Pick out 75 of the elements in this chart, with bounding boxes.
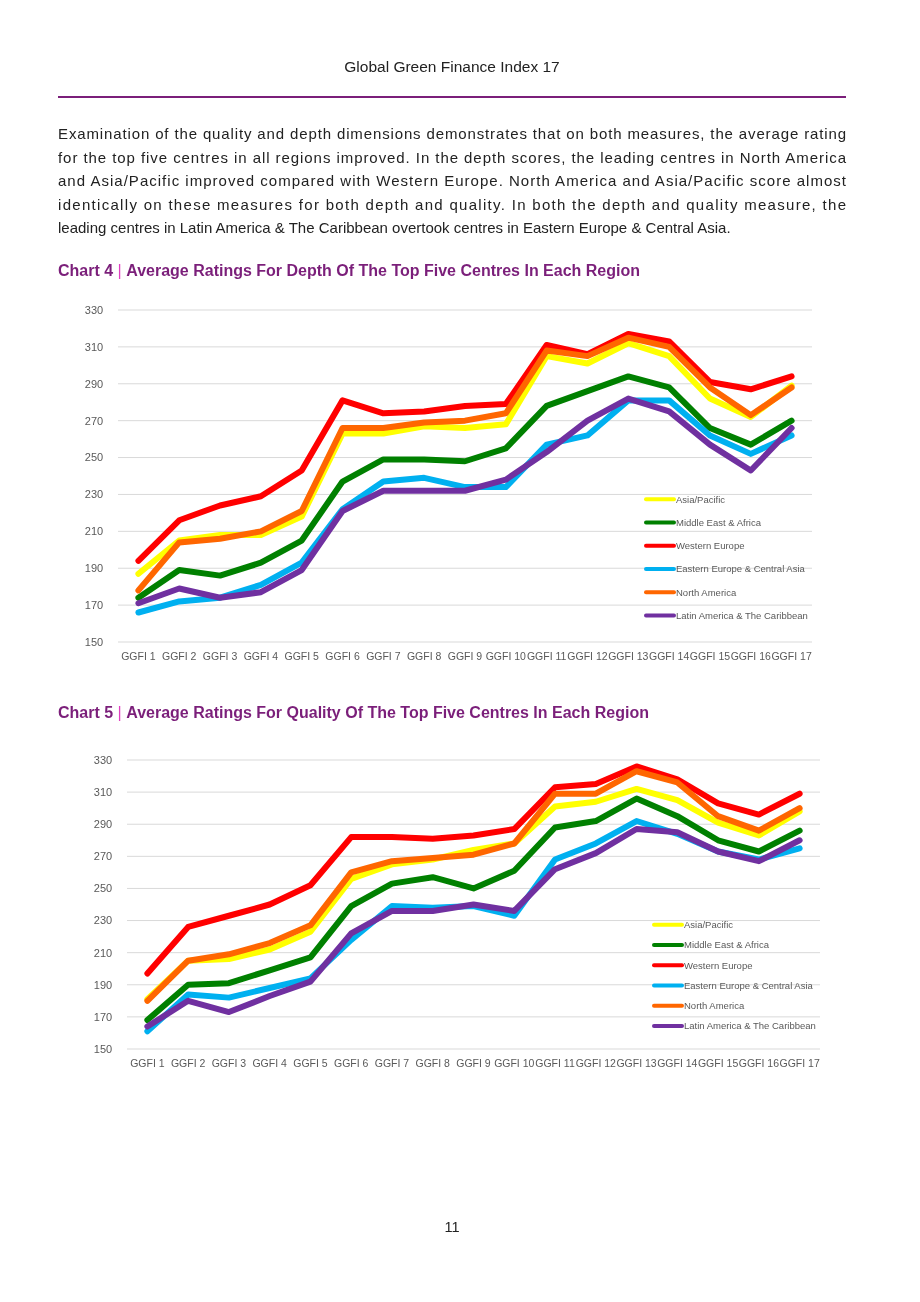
- legend-label: North America: [676, 586, 737, 598]
- x-tick-label: GGFI 11: [535, 1057, 575, 1069]
- text: for the top five centres in all regions improved. In the depth scores, the leading centres in North America: [58, 148, 847, 166]
- y-tick-label: 330: [84, 303, 104, 316]
- x-tick-label: GGFI 9: [447, 650, 483, 662]
- x-tick-label: GGFI 2: [170, 1057, 206, 1069]
- text: Examination of the quality and depth dimensions demonstrates that on both measures, the average rating: [58, 125, 846, 142]
- legend-label: North America: [684, 999, 745, 1011]
- x-tick-label: GGFI 14: [648, 650, 690, 662]
- x-tick-label: GGFI 15: [697, 1057, 739, 1069]
- x-tick-label: GGFI 8: [415, 1057, 451, 1069]
- text: Global Green Finance Index 17: [344, 58, 560, 75]
- y-tick-label: 230: [93, 914, 113, 927]
- legend-label: Asia/Pacific: [676, 493, 726, 505]
- x-tick-label: GGFI 12: [575, 1057, 617, 1069]
- y-tick-label: 210: [93, 946, 113, 959]
- y-tick-label: 290: [84, 377, 104, 390]
- legend-label: Middle East & Africa: [676, 516, 762, 528]
- y-tick-label: 210: [84, 525, 104, 538]
- x-tick-label: GGFI 7: [374, 1057, 410, 1069]
- chart-title: Chart 5 | Average Ratings For Quality Of The Top Five Centres In Each Region: [58, 704, 649, 721]
- x-tick-label: GGFI 10: [485, 650, 527, 662]
- x-tick-label: GGFI 16: [730, 650, 772, 662]
- x-tick-label: GGFI 2: [162, 650, 197, 662]
- y-tick-label: 310: [84, 340, 104, 353]
- y-tick-label: 290: [93, 818, 113, 831]
- x-tick-label: GGFI 6: [325, 650, 360, 662]
- y-tick-label: 270: [93, 850, 113, 863]
- legend-label: Western Europe: [684, 959, 753, 971]
- text: identically on these measures for both depth and quality. In both the depth and quality measure, the: [58, 195, 846, 213]
- x-tick-label: GGFI 12: [567, 650, 608, 662]
- x-tick-label: GGFI 5: [293, 1057, 328, 1069]
- x-tick-label: GGFI 17: [771, 650, 812, 662]
- x-tick-label: GGFI 4: [252, 1057, 288, 1069]
- x-tick-label: GGFI 3: [202, 650, 238, 662]
- x-tick-label: GGFI 6: [333, 1057, 369, 1069]
- legend-label: Western Europe: [676, 540, 745, 552]
- legend-label: Middle East & Africa: [684, 939, 770, 951]
- y-tick-label: 330: [93, 753, 113, 766]
- y-tick-label: 170: [84, 598, 104, 611]
- y-tick-label: 150: [84, 635, 104, 648]
- y-tick-label: 150: [93, 1042, 113, 1055]
- y-tick-label: 230: [84, 488, 104, 501]
- x-tick-label: GGFI 7: [366, 650, 401, 662]
- x-tick-label: GGFI 1: [121, 650, 156, 662]
- x-tick-label: GGFI 17: [779, 1057, 820, 1069]
- legend-label: Latin America & The Caribbean: [684, 1020, 816, 1032]
- x-tick-label: GGFI 15: [689, 650, 731, 662]
- chart-title: Chart 4 | Average Ratings For Depth Of The Top Five Centres In Each Region: [58, 262, 641, 279]
- legend-label: Eastern Europe & Central Asia: [676, 563, 806, 575]
- legend-label: Latin America & The Caribbean: [676, 609, 808, 621]
- x-tick-label: GGFI 9: [456, 1057, 491, 1069]
- y-tick-label: 250: [84, 451, 104, 464]
- x-tick-label: GGFI 14: [657, 1057, 698, 1069]
- legend-label: Asia/Pacific: [684, 919, 734, 931]
- x-tick-label: GGFI 13: [616, 1057, 657, 1069]
- legend-label: Eastern Europe & Central Asia: [684, 979, 814, 991]
- x-tick-label: GGFI 5: [284, 650, 320, 662]
- text: and Asia/Pacific improved compared with Western Europe. North America and Asia/Pacific score almost: [58, 172, 847, 189]
- y-tick-label: 250: [93, 882, 113, 895]
- x-tick-label: GGFI 11: [526, 650, 567, 662]
- x-tick-label: GGFI 4: [243, 650, 279, 662]
- text: 11: [444, 1219, 460, 1235]
- y-tick-label: 190: [93, 978, 113, 991]
- x-tick-label: GGFI 13: [608, 650, 649, 662]
- y-tick-label: 270: [84, 414, 104, 427]
- text: leading centres in Latin America & The Caribbean overtook centres in Eastern Europe & Central Asia.: [58, 219, 731, 236]
- y-tick-label: 170: [93, 1010, 113, 1023]
- x-tick-label: GGFI 16: [738, 1057, 780, 1069]
- x-tick-label: GGFI 8: [406, 650, 442, 662]
- y-tick-label: 190: [84, 562, 104, 575]
- x-tick-label: GGFI 3: [211, 1057, 247, 1069]
- y-tick-label: 310: [93, 785, 113, 798]
- x-tick-label: GGFI 10: [494, 1057, 535, 1069]
- x-tick-label: GGFI 1: [130, 1057, 165, 1069]
